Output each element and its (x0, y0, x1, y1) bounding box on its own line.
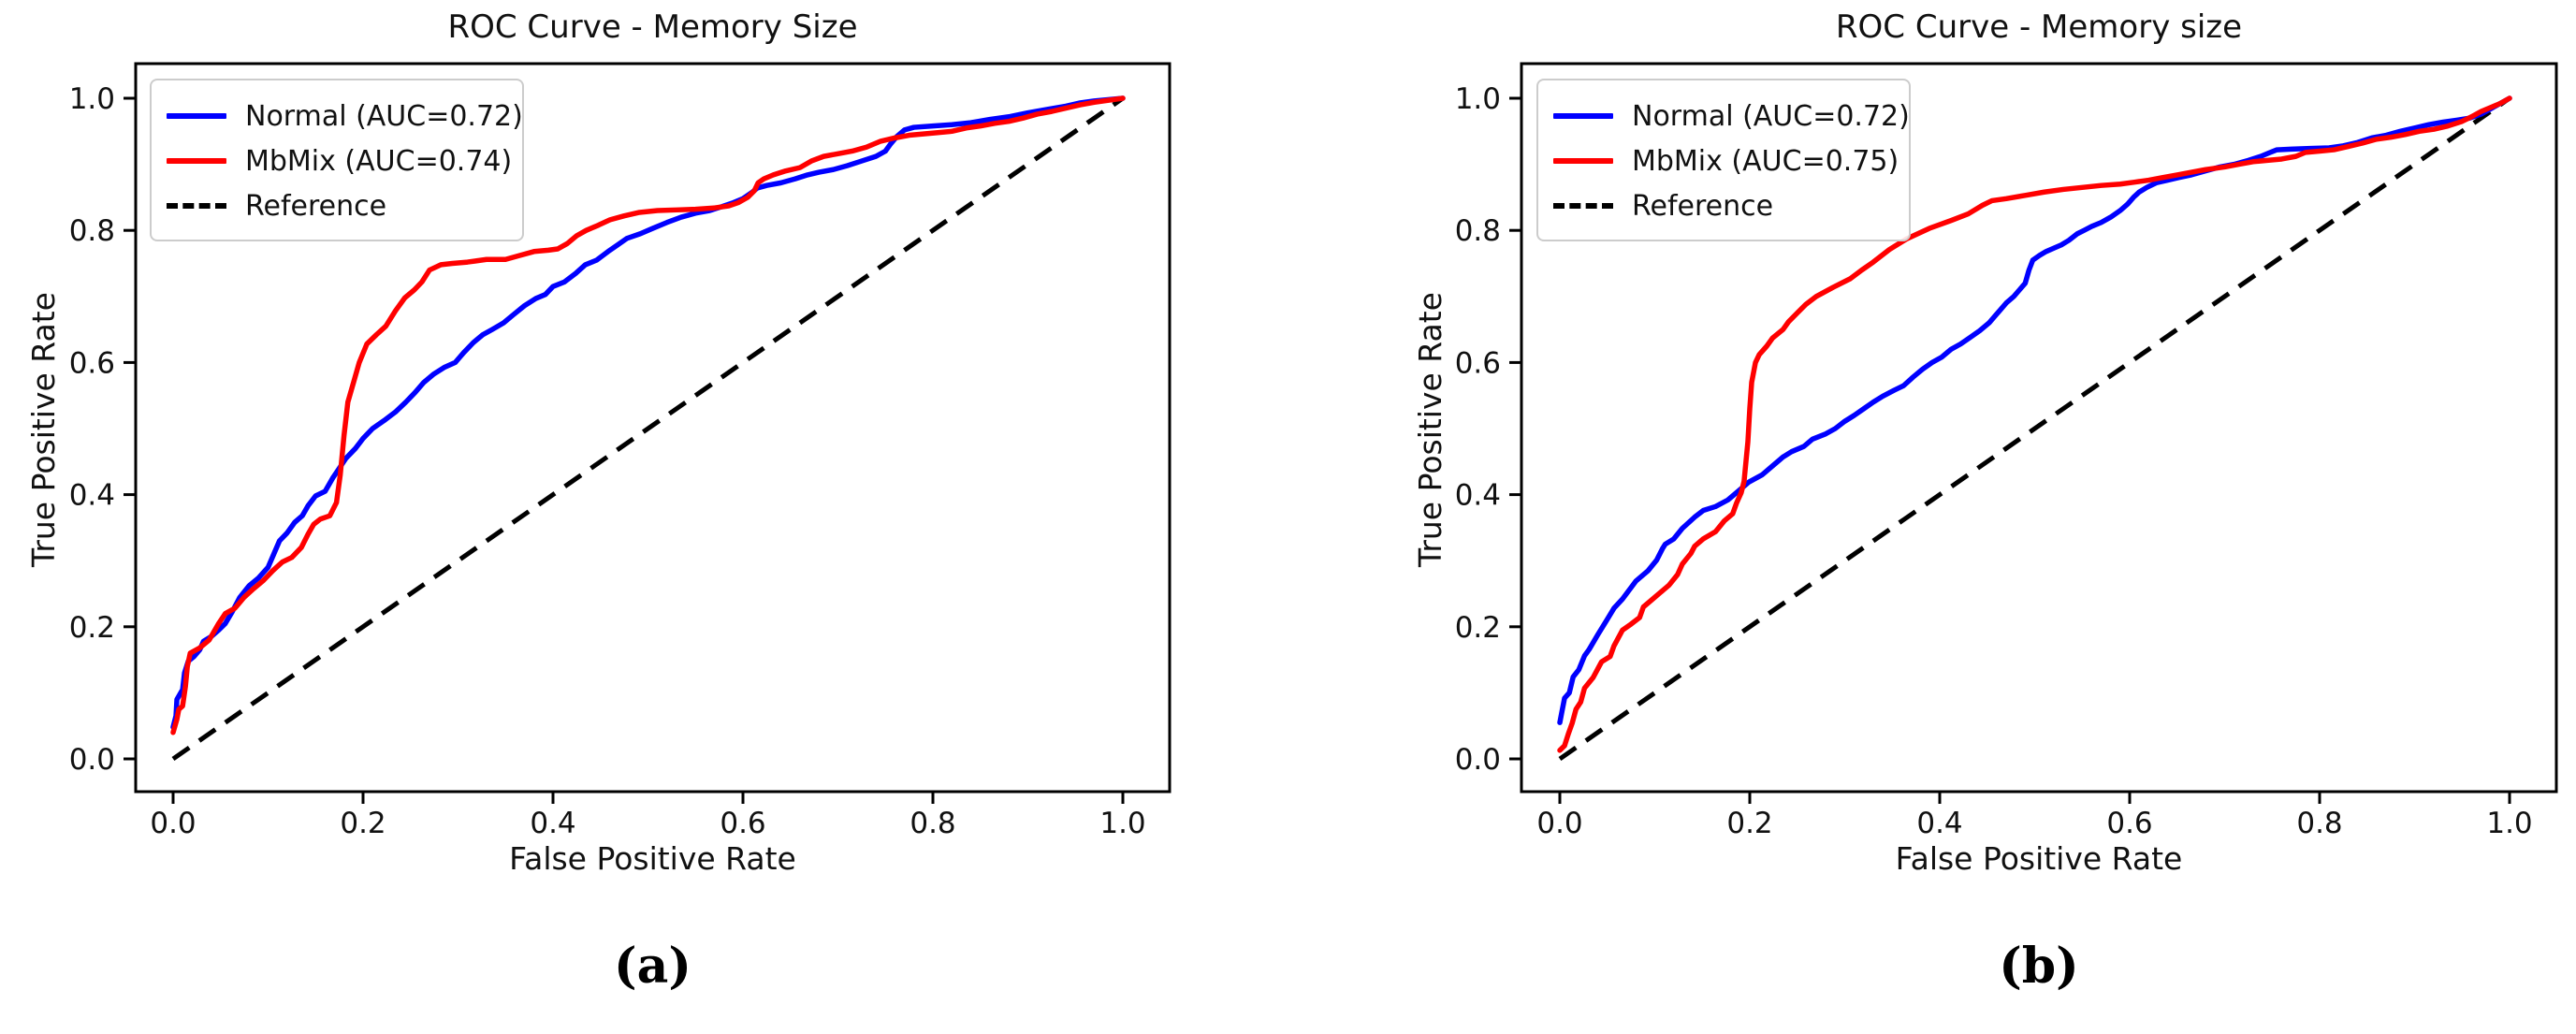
legend-label-normal: Normal (AUC=0.72) (1632, 99, 1910, 133)
legend-item-reference: Reference (1553, 183, 1892, 228)
legend-left: Normal (AUC=0.72) MbMix (AUC=0.74) Refer… (150, 79, 524, 241)
svg-text:0.6: 0.6 (2106, 807, 2152, 840)
svg-text:0.8: 0.8 (910, 807, 955, 840)
svg-text:0.8: 0.8 (2296, 807, 2342, 840)
chart-title-right: ROC Curve - Memory size (1835, 8, 2243, 46)
svg-text:0.8: 0.8 (69, 214, 115, 248)
legend-line-mbmix-icon (1553, 158, 1613, 164)
svg-text:0.0: 0.0 (1536, 807, 1582, 840)
chart-title-left: ROC Curve - Memory Size (447, 8, 858, 46)
svg-text:0.2: 0.2 (69, 611, 115, 645)
y-axis-label-left: True Positive Rate (25, 292, 62, 567)
legend-line-mbmix-icon (167, 158, 226, 164)
legend-label-reference: Reference (245, 189, 387, 223)
subplot-caption-b: (b) (1999, 938, 2079, 995)
legend-item-reference: Reference (167, 183, 505, 228)
svg-text:0.6: 0.6 (69, 346, 115, 380)
legend-item-mbmix: MbMix (AUC=0.74) (167, 138, 512, 183)
svg-text:0.4: 0.4 (530, 807, 575, 840)
svg-text:0.2: 0.2 (1726, 807, 1772, 840)
subplot-caption-a: (a) (614, 938, 691, 995)
legend-item-normal: Normal (AUC=0.72) (1553, 94, 1910, 138)
legend-item-normal: Normal (AUC=0.72) (167, 94, 523, 138)
svg-text:1.0: 1.0 (69, 82, 115, 116)
legend-right: Normal (AUC=0.72) MbMix (AUC=0.75) Refer… (1536, 79, 1911, 241)
legend-item-mbmix: MbMix (AUC=0.75) (1553, 138, 1899, 183)
svg-text:0.0: 0.0 (69, 743, 115, 777)
svg-text:0.4: 0.4 (1455, 479, 1501, 513)
svg-text:1.0: 1.0 (1099, 807, 1145, 840)
subplot-0: 0.0 0.2 0.4 0.6 0.8 1.0 0.0 0.2 0.4 0.6 0.8 1.0 (69, 62, 1172, 840)
svg-text:0.6: 0.6 (1455, 346, 1501, 380)
x-axis-label-right: False Positive Rate (1895, 840, 2183, 877)
svg-text:0.4: 0.4 (1916, 807, 1962, 840)
legend-line-normal-icon (167, 113, 226, 119)
svg-text:0.2: 0.2 (1455, 611, 1501, 645)
legend-line-normal-icon (1553, 113, 1613, 119)
legend-line-reference-icon (1553, 203, 1613, 209)
y-axis-label-right: True Positive Rate (1412, 292, 1448, 567)
svg-text:0.4: 0.4 (69, 479, 115, 513)
svg-text:0.6: 0.6 (720, 807, 765, 840)
subplot-1: 0.0 0.2 0.4 0.6 0.8 1.0 0.0 0.2 0.4 0.6 0.8 1.0 (1455, 62, 2558, 840)
legend-label-mbmix: MbMix (AUC=0.74) (245, 144, 513, 178)
x-axis-label-left: False Positive Rate (509, 840, 796, 877)
svg-text:0.0: 0.0 (1455, 743, 1501, 777)
svg-text:0.2: 0.2 (340, 807, 386, 840)
legend-line-reference-icon (167, 203, 226, 209)
svg-text:1.0: 1.0 (2486, 807, 2532, 840)
svg-text:0.8: 0.8 (1455, 214, 1501, 248)
svg-text:0.0: 0.0 (150, 807, 196, 840)
legend-label-reference: Reference (1632, 189, 1774, 223)
svg-text:1.0: 1.0 (1455, 82, 1501, 116)
legend-label-mbmix: MbMix (AUC=0.75) (1632, 144, 1899, 178)
legend-label-normal: Normal (AUC=0.72) (245, 99, 523, 133)
